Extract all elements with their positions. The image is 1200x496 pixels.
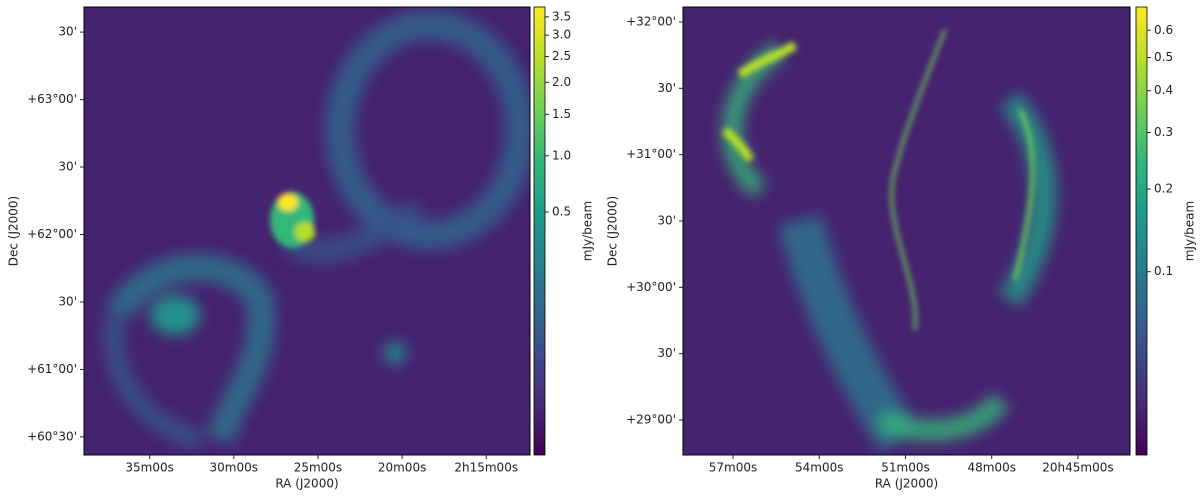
- colorbar: [1135, 6, 1148, 456]
- frame: [682, 6, 1131, 456]
- y-tick-label: +32°00': [626, 14, 676, 28]
- colorbar-label: mJy/beam: [1183, 201, 1197, 261]
- colorbar-tick-label: 0.6: [1154, 23, 1173, 37]
- y-tick-label: 30': [58, 25, 77, 39]
- frame: [83, 6, 531, 456]
- x-tick-label: 51m00s: [881, 461, 929, 475]
- colorbar-tick-label: 2.0: [552, 75, 571, 89]
- colorbar-tick-label: 0.1: [1154, 264, 1173, 278]
- colorbar-tick-label: 0.4: [1154, 83, 1173, 97]
- colorbar-tick-label: 0.3: [1154, 125, 1173, 139]
- y-tick-label: +31°00': [626, 147, 676, 161]
- x-tick-label: 54m00s: [795, 461, 843, 475]
- y-tick-label: 30': [657, 346, 676, 360]
- image-right: [683, 7, 1130, 455]
- x-tick-label: 2h15m00s: [454, 461, 518, 475]
- y-tick-label: +29°00': [626, 412, 676, 426]
- x-axis-label: RA (J2000): [875, 477, 938, 491]
- y-tick-label: 30': [58, 160, 77, 174]
- y-tick-label: +60°30': [27, 429, 77, 443]
- y-tick-label: +30°00': [626, 280, 676, 294]
- y-tick-label: 30': [58, 294, 77, 308]
- image-left: [84, 7, 530, 455]
- y-tick-label: 30': [657, 81, 676, 95]
- y-tick-label: +62°00': [27, 227, 77, 241]
- x-tick-label: 20h45m00s: [1042, 461, 1113, 475]
- x-tick-label: 20m00s: [378, 461, 426, 475]
- colorbar-tick-label: 0.5: [552, 205, 571, 219]
- x-axis-label: RA (J2000): [275, 477, 338, 491]
- colorbar-tick-label: 3.0: [552, 28, 571, 42]
- y-axis-label: Dec (J2000): [606, 196, 620, 266]
- y-tick-label: +63°00': [27, 92, 77, 106]
- colorbar: [533, 6, 546, 456]
- colorbar-tick-label: 3.5: [552, 9, 571, 23]
- x-tick-label: 30m00s: [210, 461, 258, 475]
- colorbar-tick-label: 2.5: [552, 49, 571, 63]
- y-axis-label: Dec (J2000): [7, 196, 21, 266]
- colorbar-tick-label: 1.0: [552, 148, 571, 162]
- colorbar-tick-label: 0.5: [1154, 50, 1173, 64]
- x-tick-label: 35m00s: [125, 461, 173, 475]
- x-tick-label: 25m00s: [294, 461, 342, 475]
- y-tick-label: 30': [657, 213, 676, 227]
- colorbar-label: mJy/beam: [581, 201, 595, 261]
- x-tick-label: 57m00s: [709, 461, 757, 475]
- y-tick-label: +61°00': [27, 362, 77, 376]
- colorbar-tick-label: 0.2: [1154, 181, 1173, 195]
- x-tick-label: 48m00s: [967, 461, 1015, 475]
- colorbar-tick-label: 1.5: [552, 107, 571, 121]
